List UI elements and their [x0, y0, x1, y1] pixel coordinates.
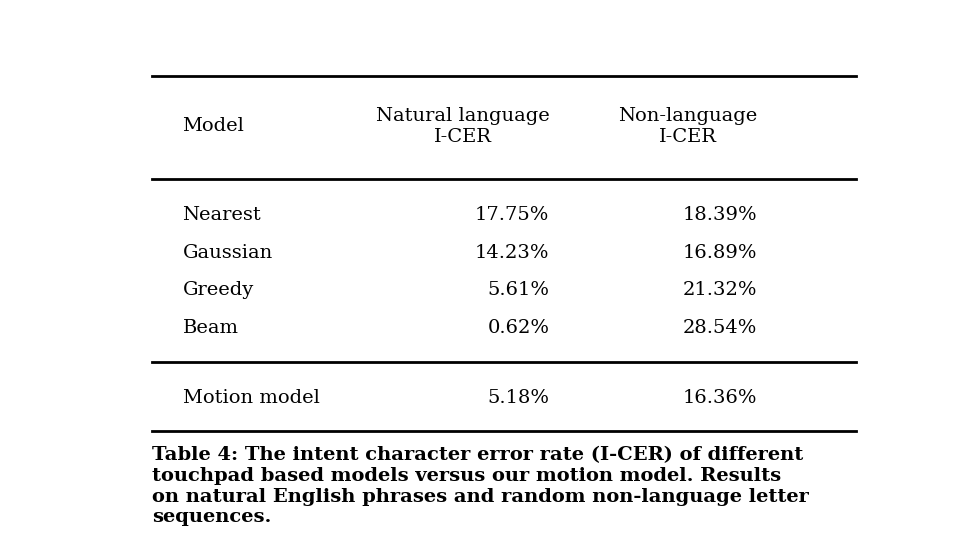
Text: Nearest: Nearest — [183, 206, 262, 224]
Text: 5.61%: 5.61% — [487, 281, 549, 299]
Text: 21.32%: 21.32% — [683, 281, 757, 299]
Text: Greedy: Greedy — [183, 281, 254, 299]
Text: 17.75%: 17.75% — [475, 206, 549, 224]
Text: Gaussian: Gaussian — [183, 244, 272, 262]
Text: Table 4: The intent character error rate (I-CER) of different
touchpad based mod: Table 4: The intent character error rate… — [152, 446, 809, 526]
Text: Natural language
I-CER: Natural language I-CER — [376, 107, 549, 146]
Text: Motion model: Motion model — [183, 389, 319, 407]
Text: 28.54%: 28.54% — [683, 319, 757, 337]
Text: 5.18%: 5.18% — [487, 389, 549, 407]
Text: Non-language
I-CER: Non-language I-CER — [618, 107, 757, 146]
Text: Model: Model — [183, 117, 244, 135]
Text: Beam: Beam — [183, 319, 238, 337]
Text: 18.39%: 18.39% — [683, 206, 757, 224]
Text: 16.89%: 16.89% — [683, 244, 757, 262]
Text: 16.36%: 16.36% — [683, 389, 757, 407]
Text: 14.23%: 14.23% — [475, 244, 549, 262]
Text: 0.62%: 0.62% — [487, 319, 549, 337]
